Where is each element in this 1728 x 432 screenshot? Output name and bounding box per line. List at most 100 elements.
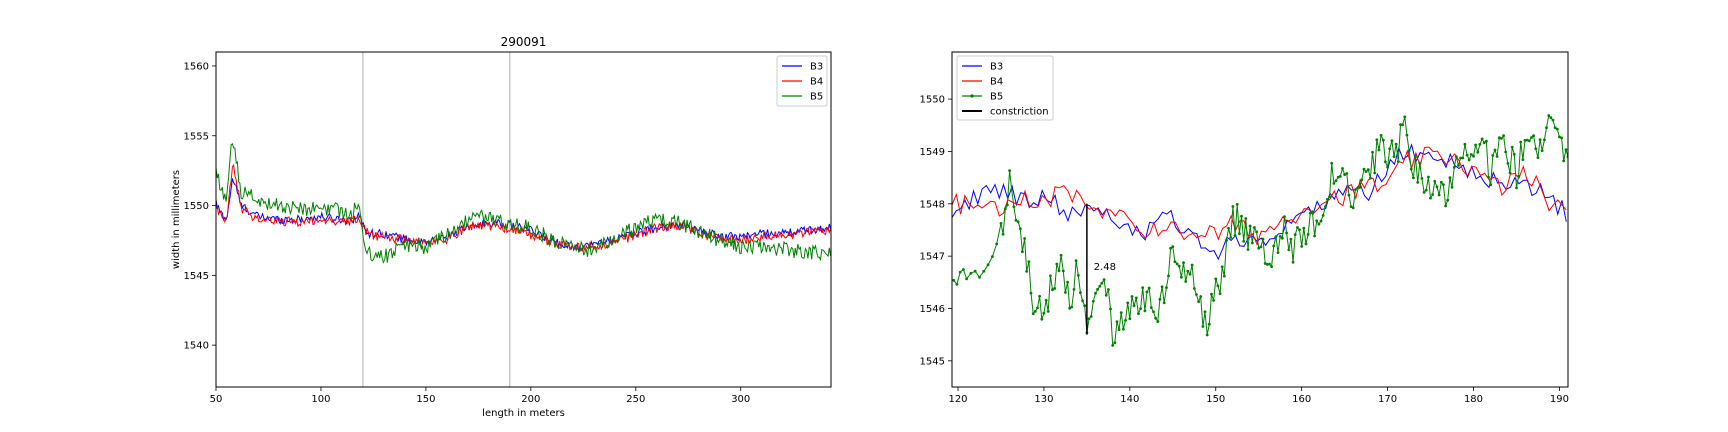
- series-point-b5: [1274, 235, 1278, 239]
- series-point-b5: [1033, 309, 1037, 313]
- series-point-b5: [1478, 143, 1482, 146]
- series-point-b5: [1216, 284, 1220, 288]
- series-point-b5: [1261, 237, 1265, 241]
- series-point-b5: [1130, 295, 1134, 298]
- series-point-b5: [1149, 306, 1153, 309]
- y-tick-label: 1550: [184, 201, 209, 212]
- series-point-b5: [1366, 168, 1370, 172]
- series-point-b5: [1049, 274, 1052, 278]
- x-axis: 50 100 150 200 250 300: [210, 387, 750, 405]
- x-tick-label: 180: [1464, 394, 1483, 405]
- x-tick-label: 120: [948, 394, 967, 405]
- series-point-b5: [1319, 219, 1323, 223]
- x-tick-label: 160: [1292, 394, 1311, 405]
- series-point-b5: [1379, 134, 1383, 137]
- series-point-b5: [1330, 161, 1334, 165]
- plot-area: [952, 114, 1568, 347]
- series-point-b5: [1250, 241, 1254, 245]
- legend-box: [956, 55, 1054, 121]
- series-point-b5: [1293, 233, 1297, 237]
- constriction-detail-chart: 2.48 120 130 140 150 160 170 180 190 1545154615…: [920, 51, 1569, 405]
- series-point-b5: [1068, 306, 1072, 310]
- x-tick-label: 150: [416, 394, 435, 405]
- series-point-b5: [1184, 280, 1188, 283]
- series-point-b5: [986, 263, 990, 267]
- legend-label-b5: B5: [990, 92, 1003, 103]
- series-point-b5: [1124, 319, 1127, 322]
- series-point-b5: [1364, 170, 1368, 174]
- axes-frame: [215, 51, 832, 388]
- series-point-b5: [1439, 180, 1443, 184]
- series-point-b5: [1338, 175, 1342, 178]
- x-tick-label: 170: [1378, 394, 1397, 405]
- series-point-b5: [1098, 284, 1102, 288]
- series-point-b5: [1242, 240, 1246, 243]
- x-tick-label: 130: [1034, 394, 1053, 405]
- series-point-b5: [1008, 169, 1011, 173]
- series-line-b3: [952, 143, 1567, 261]
- series-point-b5: [1280, 236, 1284, 240]
- legend: B3 B4 B5: [776, 55, 828, 107]
- series-point-b5: [1283, 215, 1286, 219]
- series-point-b5: [955, 282, 959, 286]
- section-marker-lines: [362, 52, 511, 387]
- series-point-b5: [1220, 265, 1224, 269]
- legend-label-b5: B5: [810, 92, 823, 103]
- series-point-b5: [1233, 234, 1237, 237]
- series-point-b5: [1087, 317, 1091, 321]
- y-axis: 1540 1545 1550 1555 1560: [184, 61, 216, 352]
- series-point-b5: [1517, 174, 1520, 178]
- series-point-b5: [1551, 118, 1555, 122]
- series-point-b5: [1525, 138, 1529, 142]
- series-point-b5: [1145, 290, 1149, 294]
- series-point-b5: [1222, 274, 1226, 278]
- series-point-b5: [1349, 205, 1353, 209]
- series-point-b5: [1354, 188, 1357, 192]
- series-point-b5: [1070, 305, 1074, 309]
- series-point-b5: [1521, 158, 1525, 162]
- series-point-b5: [1109, 307, 1112, 311]
- series-point-b5: [1296, 226, 1299, 229]
- series-point-b5: [1057, 269, 1061, 273]
- series-point-b5: [1100, 281, 1104, 285]
- x-axis: 120 130 140 150 160 170 180 190: [948, 387, 1569, 405]
- legend-label-b3: B3: [810, 62, 823, 73]
- series-line-b4: [952, 146, 1567, 246]
- series-point-b5: [1248, 224, 1252, 228]
- y-axis-label: width in millimeters: [171, 170, 182, 269]
- x-tick-label: 50: [210, 394, 223, 405]
- series-point-b5: [1549, 116, 1553, 120]
- series-point-b5: [1137, 312, 1140, 315]
- series-point-b5: [1042, 311, 1046, 315]
- series-point-b5: [1162, 301, 1166, 305]
- series-point-b5: [1201, 325, 1205, 328]
- series-point-b5: [952, 278, 956, 282]
- series-point-b5: [1195, 293, 1198, 296]
- x-tick-label: 190: [1550, 394, 1569, 405]
- y-tick-label: 1540: [184, 341, 209, 352]
- series-point-b5: [1143, 309, 1147, 313]
- series-point-b5: [1094, 291, 1097, 295]
- series-point-b5: [1553, 126, 1557, 130]
- series-point-b5: [1036, 306, 1039, 310]
- series-point-b5: [1317, 222, 1321, 226]
- legend-marker-b5: [970, 94, 974, 98]
- series-point-b5: [1461, 156, 1465, 160]
- series-point-b5: [1023, 237, 1026, 240]
- series-point-b5: [1188, 272, 1192, 276]
- series-point-b5: [1418, 161, 1422, 165]
- series-point-b5: [1160, 285, 1164, 289]
- series-point-b5: [1038, 294, 1041, 298]
- series-point-b5: [1173, 260, 1177, 263]
- y-tick-label: 1548: [920, 199, 945, 210]
- x-tick-label: 300: [731, 394, 750, 405]
- series-point-b5: [1371, 150, 1374, 154]
- width-profile-chart: 290091 50 100 150 200 250 300 1540 1545 1550 155…: [171, 35, 832, 419]
- series-point-b5: [1491, 154, 1495, 157]
- series-point-b5: [1244, 217, 1248, 220]
- series-point-b5: [1472, 154, 1475, 158]
- series-point-b5: [1485, 139, 1488, 143]
- series-point-b5: [1560, 136, 1563, 140]
- y-tick-label: 1550: [920, 95, 945, 106]
- series-point-b5: [1257, 246, 1261, 250]
